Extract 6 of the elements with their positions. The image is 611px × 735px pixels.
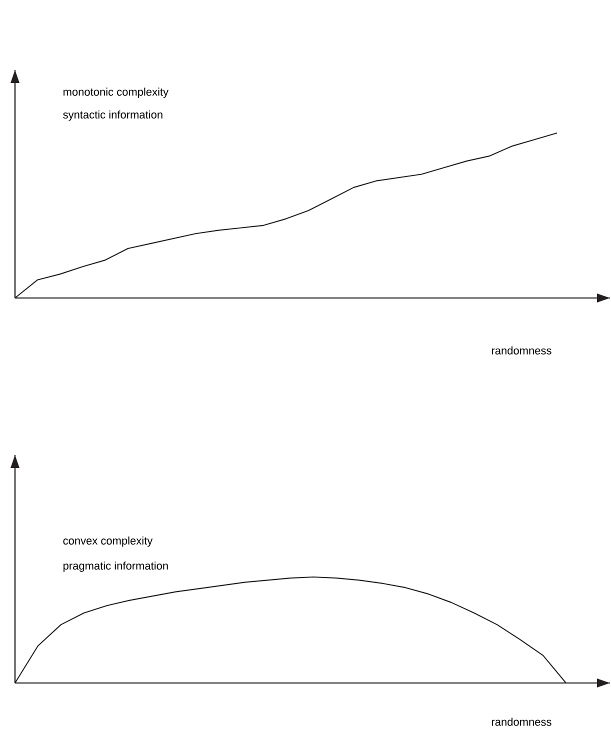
text: monotonic complexity: [64, 88, 169, 98]
text: pragmatic information: [64, 562, 168, 572]
x-axis-title: randomness: [492, 346, 552, 354]
text: convex complexity: [63, 536, 153, 547]
x-axis-title: randomness: [492, 718, 552, 726]
text: syntactic information: [63, 110, 163, 121]
